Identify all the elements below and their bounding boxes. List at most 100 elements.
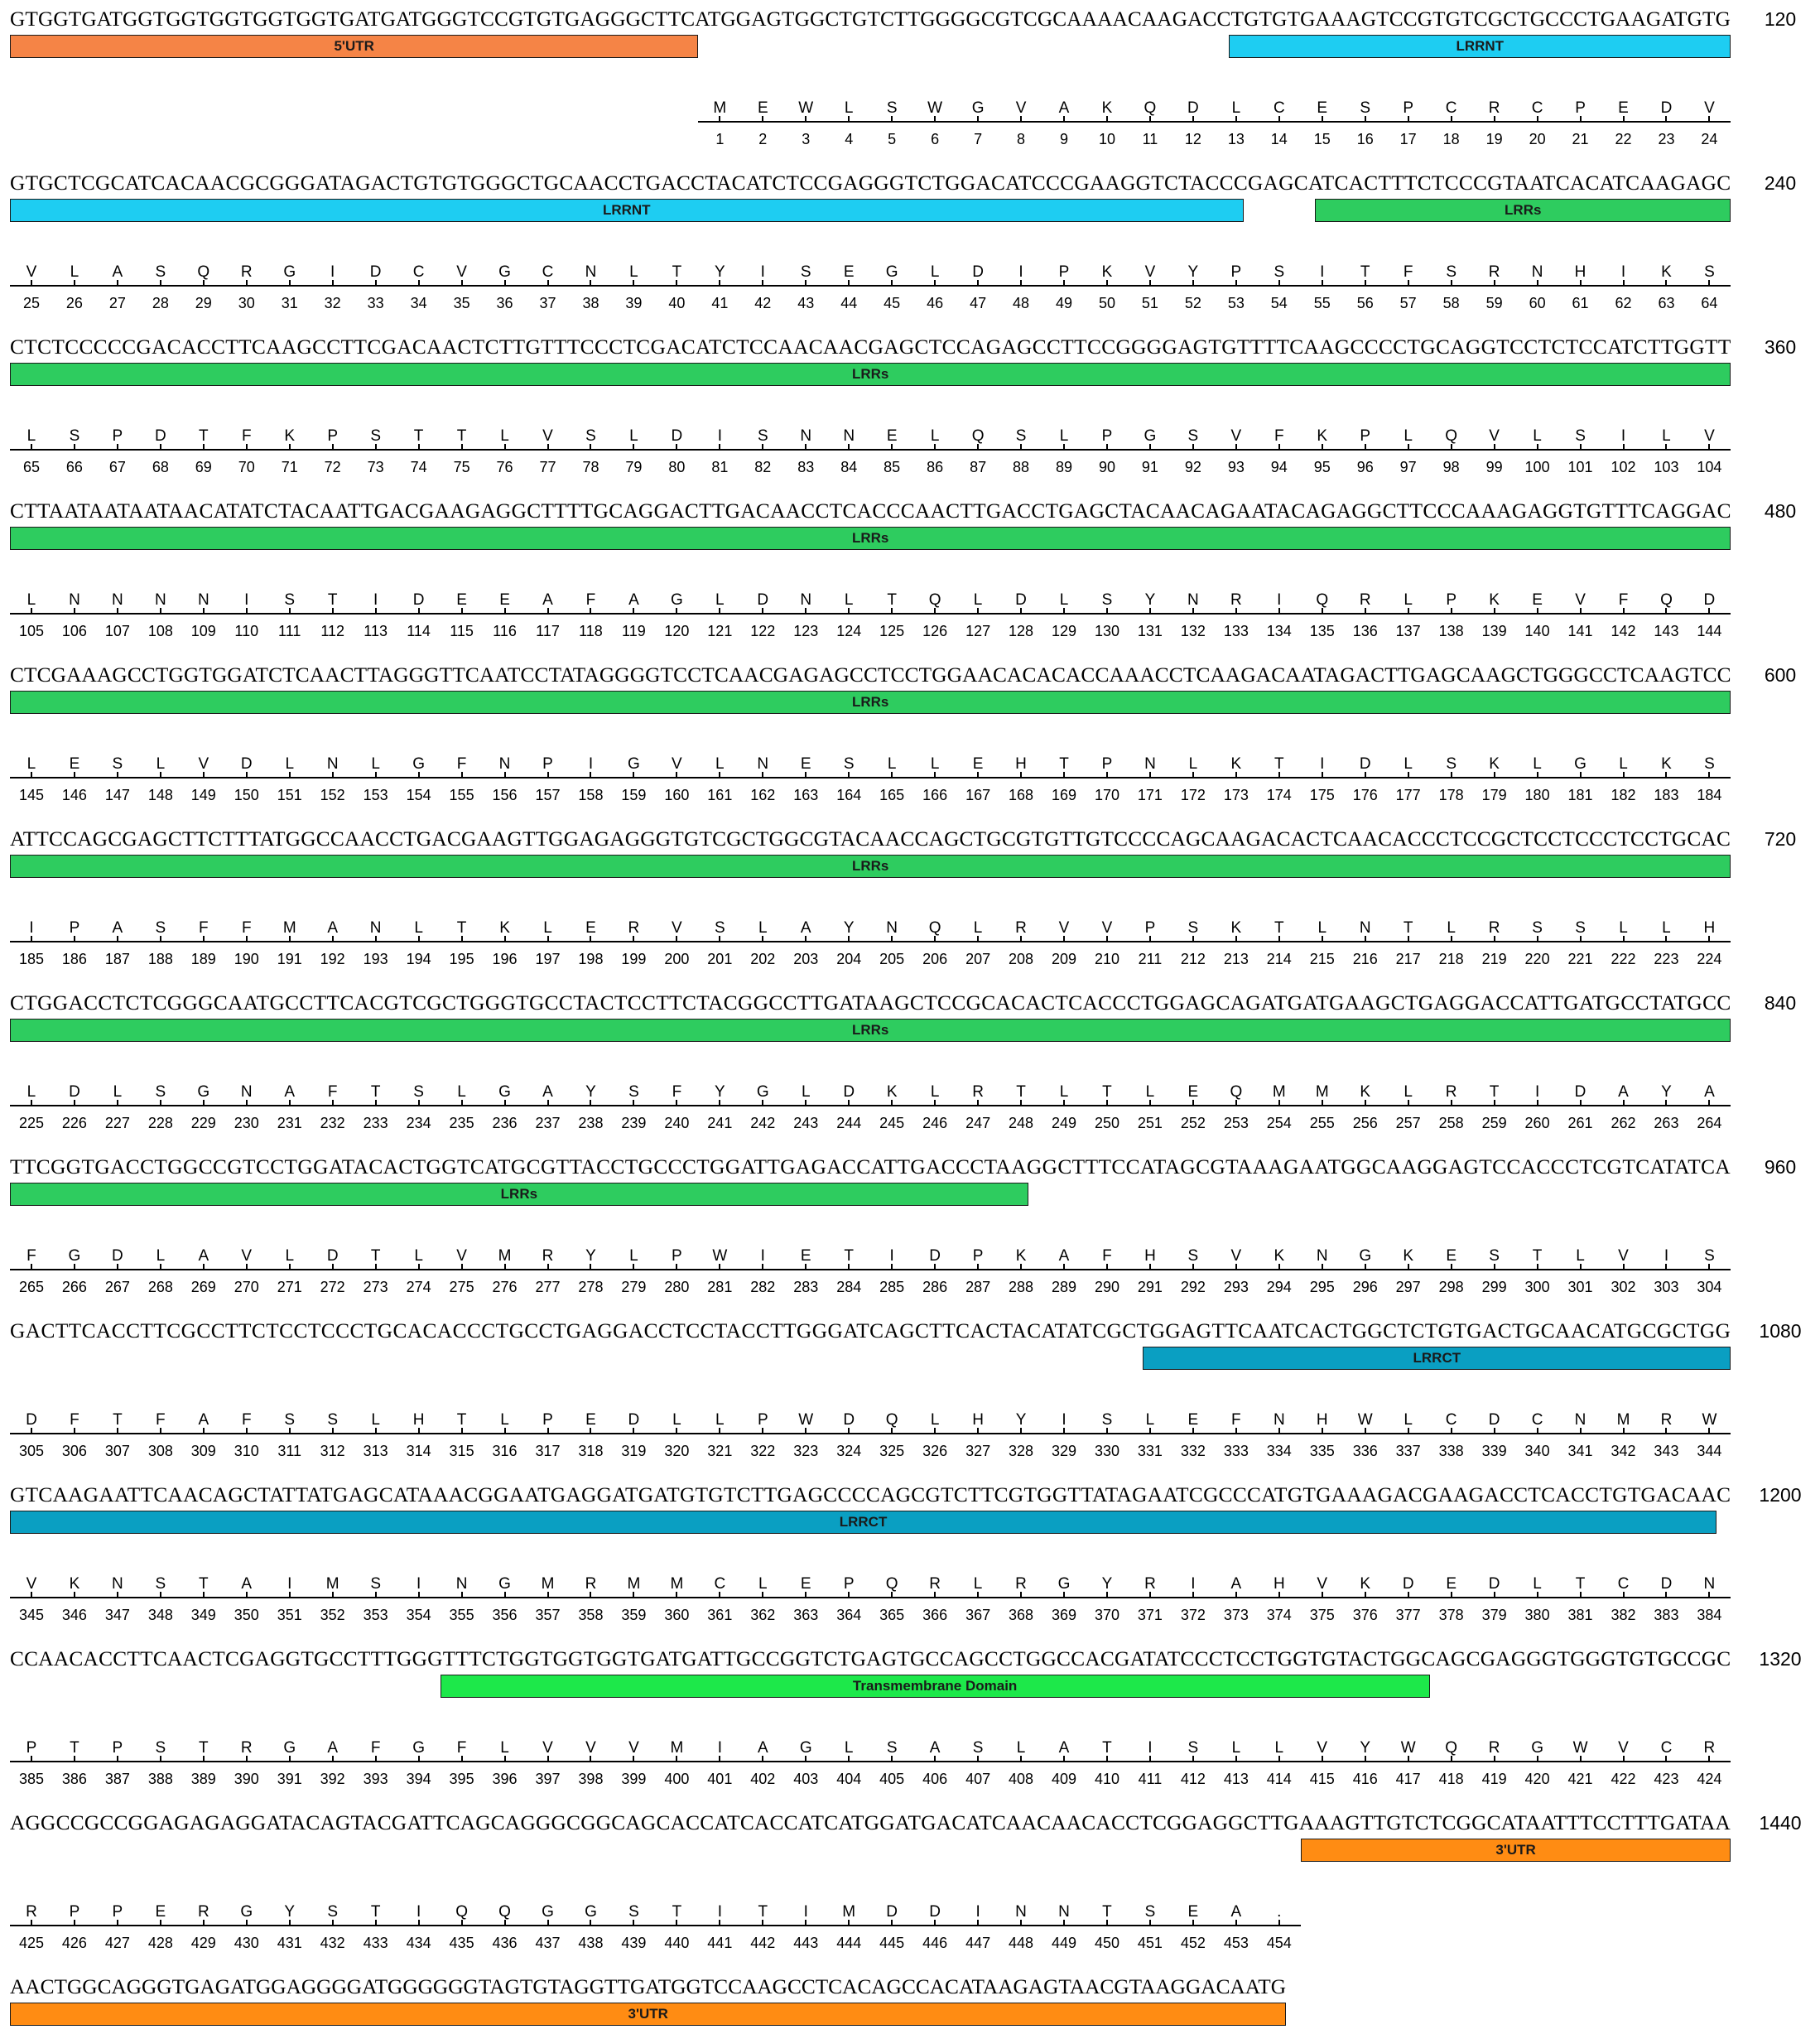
amino-acid-letter: H — [1015, 755, 1027, 773]
residue-number: 218 — [1438, 951, 1464, 967]
residue-number: 325 — [879, 1443, 905, 1459]
residue-number: 450 — [1094, 1935, 1119, 1951]
residue-number: 1 — [715, 131, 725, 147]
nucleotide-sequence: GACTTCACCTTCGCCTTCTCCTCCCTGCACACCCTGCCTG… — [10, 1319, 1731, 1342]
residue-number: 128 — [1009, 623, 1034, 639]
residue-number: 132 — [1180, 623, 1206, 639]
residue-number: 263 — [1654, 1115, 1679, 1131]
ruler-tick — [374, 1920, 377, 1926]
amino-acid-letter: K — [1101, 263, 1113, 281]
amino-acid-letter: D — [154, 427, 166, 445]
amino-acid-letter: A — [198, 1411, 209, 1429]
amino-acid-letter: I — [1018, 263, 1023, 281]
residue-number: 60 — [1529, 295, 1546, 311]
ruler-tick — [719, 772, 721, 778]
amino-acid-letter: Q — [971, 427, 985, 445]
residue-number: 239 — [621, 1115, 647, 1131]
residue-number: 143 — [1654, 623, 1679, 639]
amino-acid-letter: F — [672, 1083, 682, 1101]
ruler-tick — [1536, 1428, 1538, 1434]
amino-acid-letter: P — [1446, 591, 1456, 609]
residue-number: 196 — [492, 951, 518, 967]
ruler-tick — [374, 1100, 377, 1106]
residue-number: 189 — [190, 951, 216, 967]
residue-number: 369 — [1051, 1607, 1077, 1623]
amino-acid-letter: V — [1618, 1739, 1629, 1757]
ruler-tick — [1622, 936, 1625, 942]
ruler-tick — [159, 772, 161, 778]
line-number: 960 — [1764, 1156, 1797, 1178]
amino-acid-letter: S — [284, 1411, 296, 1429]
ruler-tick — [1407, 608, 1409, 615]
residue-number: 33 — [367, 295, 384, 311]
ruler-tick — [1536, 772, 1538, 778]
residue-number: 313 — [363, 1443, 388, 1459]
amino-acid-letter: V — [1575, 591, 1586, 609]
residue-number: 20 — [1529, 131, 1546, 147]
ruler-tick — [891, 1920, 893, 1926]
amino-acid-ruler — [10, 285, 1731, 287]
residue-number: 435 — [449, 1935, 474, 1951]
residue-number: 37 — [539, 295, 556, 311]
ruler-tick — [762, 444, 764, 451]
ruler-tick — [288, 444, 291, 451]
amino-acid-letter: N — [240, 1083, 253, 1101]
residue-number: 44 — [840, 295, 858, 311]
ruler-tick — [719, 936, 721, 942]
ruler-tick — [1622, 772, 1625, 778]
ruler-tick — [848, 280, 850, 287]
amino-acid-letter: N — [1531, 263, 1543, 281]
ruler-tick — [73, 1100, 75, 1106]
feature-label: LRRs — [851, 1022, 889, 1038]
amino-acid-letter: L — [113, 1083, 123, 1101]
amino-acid-letter: F — [199, 919, 209, 937]
amino-acid-ruler — [10, 1433, 1731, 1434]
ruler-tick — [417, 1428, 420, 1434]
residue-number: 346 — [61, 1607, 87, 1623]
residue-number: 279 — [621, 1279, 647, 1295]
amino-acid-letter: S — [1274, 263, 1285, 281]
amino-acid-letter: V — [628, 1739, 639, 1757]
amino-acid-letter: N — [1015, 1903, 1027, 1921]
residue-number: 73 — [367, 459, 384, 475]
residue-number: 262 — [1611, 1115, 1636, 1131]
amino-acid-letter: L — [371, 755, 380, 773]
ruler-tick — [1622, 1100, 1625, 1106]
residue-number: 28 — [152, 295, 169, 311]
amino-acid-letter: N — [585, 263, 597, 281]
residue-number: 385 — [18, 1771, 44, 1787]
amino-acid-ruler — [10, 1269, 1731, 1270]
amino-acid-letter: L — [973, 591, 983, 609]
ruler-tick — [159, 1100, 161, 1106]
ruler-tick — [1321, 444, 1323, 451]
amino-acid-letter: T — [1274, 919, 1284, 937]
amino-acid-letter: M — [713, 99, 727, 117]
amino-acid-letter: I — [287, 1575, 292, 1593]
residue-number: 356 — [492, 1607, 518, 1623]
ruler-tick — [73, 280, 75, 287]
residue-number: 272 — [320, 1279, 345, 1295]
residue-number: 446 — [922, 1935, 948, 1951]
ruler-tick — [417, 936, 420, 942]
residue-number: 3 — [802, 131, 811, 147]
amino-acid-letter: S — [69, 427, 80, 445]
amino-acid-letter: F — [241, 919, 252, 937]
ruler-tick — [891, 1756, 893, 1762]
ruler-tick — [1665, 1264, 1668, 1270]
residue-number: 127 — [965, 623, 991, 639]
residue-number: 69 — [195, 459, 212, 475]
amino-acid-letter: P — [1144, 919, 1156, 937]
ruler-tick — [805, 1592, 807, 1598]
amino-acid-letter: T — [1274, 755, 1284, 773]
nucleotide-sequence: CTCGAAAGCCTGGTGGATCTCAACTTAGGGTTCAATCCTA… — [10, 663, 1731, 687]
amino-acid-letter: N — [154, 591, 166, 609]
ruler-tick — [546, 1756, 549, 1762]
ruler-tick — [1278, 1756, 1280, 1762]
ruler-tick — [288, 1756, 291, 1762]
amino-acid-letter: . — [1277, 1903, 1282, 1921]
residue-number: 412 — [1180, 1771, 1206, 1787]
ruler-tick — [633, 1920, 635, 1926]
ruler-tick — [1063, 772, 1066, 778]
ruler-tick — [805, 1756, 807, 1762]
ruler-tick — [1192, 444, 1194, 451]
